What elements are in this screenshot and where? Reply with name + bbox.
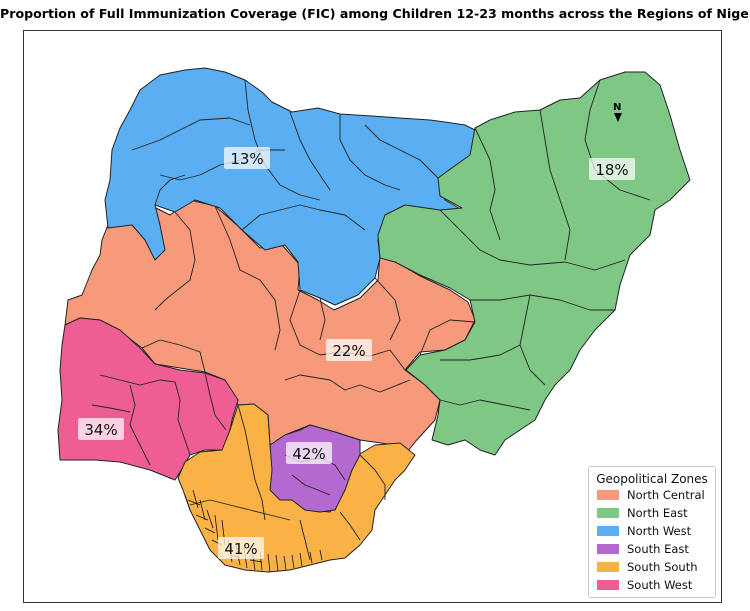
fic-label-south-east: 42% (292, 445, 325, 463)
legend-item-north-west: North West (589, 522, 715, 540)
fic-label-south-west: 34% (84, 421, 117, 439)
legend-label-north-east: North East (627, 506, 688, 520)
label-north-west: 13% (224, 147, 270, 169)
legend-label-south-west: South West (627, 578, 693, 592)
label-north-central: 22% (326, 339, 372, 361)
legend-swatch-north-east (597, 508, 619, 518)
fic-label-south-south: 41% (224, 540, 257, 558)
legend-item-north-central: North Central (589, 486, 715, 504)
legend-swatch-north-west (597, 526, 619, 536)
label-south-east: 42% (286, 442, 332, 464)
legend-swatch-south-south (597, 562, 619, 572)
label-north-east: 18% (589, 158, 635, 180)
fic-label-north-east: 18% (595, 161, 628, 179)
legend-item-north-east: North East (589, 504, 715, 522)
label-south-west: 34% (78, 418, 124, 440)
legend-label-north-central: North Central (627, 488, 705, 502)
map-title: Proportion of Full Immunization Coverage… (0, 6, 750, 21)
fic-label-north-central: 22% (332, 342, 365, 360)
legend-label-north-west: North West (627, 524, 692, 538)
fic-label-north-west: 13% (230, 150, 263, 168)
legend-title: Geopolitical Zones (596, 472, 708, 486)
legend-label-south-east: South East (627, 542, 689, 556)
legend-swatch-north-central (597, 490, 619, 500)
legend-label-south-south: South South (627, 560, 698, 574)
legend-item-south-east: South East (589, 540, 715, 558)
north-arrow: N (613, 102, 622, 122)
north-arrow-label: N (613, 102, 621, 113)
map-frame (23, 30, 722, 603)
legend: Geopolitical Zones North Central North E… (588, 466, 716, 598)
label-south-south: 41% (218, 537, 264, 559)
legend-item-south-west: South West (589, 576, 715, 594)
legend-item-south-south: South South (589, 558, 715, 576)
legend-swatch-south-east (597, 544, 619, 554)
legend-swatch-south-west (597, 580, 619, 590)
